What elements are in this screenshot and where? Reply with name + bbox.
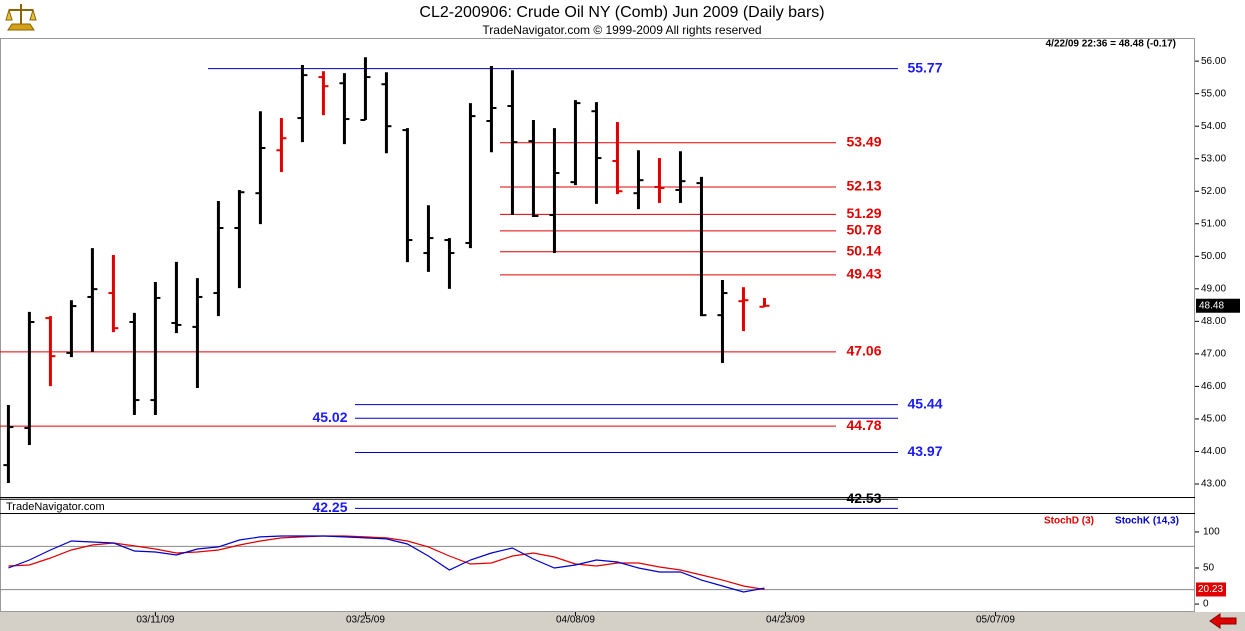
level-label: 55.77 — [907, 59, 942, 75]
y-tick-label: 48.00 — [1201, 316, 1226, 327]
indicator-line — [8, 535, 765, 593]
logo-icon — [5, 4, 37, 31]
y-tick-label: 55.00 — [1201, 88, 1226, 99]
x-tick-label: 05/07/09 — [976, 615, 1015, 626]
y-tick-label: 53.00 — [1201, 153, 1226, 164]
date-axis-bar — [0, 612, 1245, 631]
indicator-line — [8, 535, 765, 591]
y-tick-label: 49.00 — [1201, 283, 1226, 294]
y-tick-label: 47.00 — [1201, 349, 1226, 360]
level-label: 45.44 — [907, 395, 942, 411]
y-tick-label: 100 — [1203, 527, 1220, 538]
watermark: TradeNavigator.com — [6, 501, 105, 513]
y-tick-label: 56.00 — [1201, 56, 1226, 67]
legend-entry: StochD (3) — [1044, 516, 1094, 527]
last-value-box — [1196, 582, 1226, 597]
level-label: 49.43 — [846, 266, 881, 282]
level-label: 52.13 — [846, 178, 881, 194]
level-label: 42.53 — [846, 490, 881, 506]
scroll-arrow[interactable] — [1209, 613, 1237, 629]
plot-frame — [0, 38, 1195, 612]
last-value-label: 20.23 — [1198, 584, 1223, 595]
x-tick-label: 03/11/09 — [136, 615, 175, 626]
y-tick-label: 51.00 — [1201, 218, 1226, 229]
y-tick-label: 44.00 — [1201, 446, 1226, 457]
level-label: 45.02 — [312, 409, 347, 425]
level-label: 53.49 — [846, 133, 881, 149]
y-tick-label: 46.00 — [1201, 381, 1226, 392]
chart-subtitle: TradeNavigator.com © 1999-2009 All right… — [482, 23, 761, 37]
price-info: 4/22/09 22:36 = 48.48 (-0.17) — [1046, 39, 1176, 50]
x-tick-label: 03/25/09 — [346, 615, 385, 626]
last-price-label: 48.48 — [1199, 300, 1224, 311]
x-tick-label: 04/23/09 — [766, 615, 805, 626]
level-label: 43.97 — [907, 443, 942, 459]
level-label: 51.29 — [846, 205, 881, 221]
last-price-box — [1196, 298, 1240, 313]
level-label: 44.78 — [846, 417, 881, 433]
level-label: 42.25 — [312, 499, 347, 515]
level-label: 50.78 — [846, 222, 881, 238]
header — [0, 0, 1245, 38]
y-tick-label: 54.00 — [1201, 121, 1226, 132]
y-tick-label: 50.00 — [1201, 251, 1226, 262]
x-tick-label: 04/08/09 — [556, 615, 595, 626]
chart-title: CL2-200906: Crude Oil NY (Comb) Jun 2009… — [419, 4, 824, 21]
level-label: 47.06 — [846, 343, 881, 359]
legend-entry: StochK (14,3) — [1115, 516, 1179, 527]
level-label: 50.14 — [846, 242, 881, 258]
y-tick-label: 50 — [1203, 563, 1215, 574]
y-tick-label: 52.00 — [1201, 186, 1226, 197]
y-tick-label: 0 — [1203, 599, 1209, 610]
y-tick-label: 43.00 — [1201, 479, 1226, 490]
y-tick-label: 45.00 — [1201, 414, 1226, 425]
